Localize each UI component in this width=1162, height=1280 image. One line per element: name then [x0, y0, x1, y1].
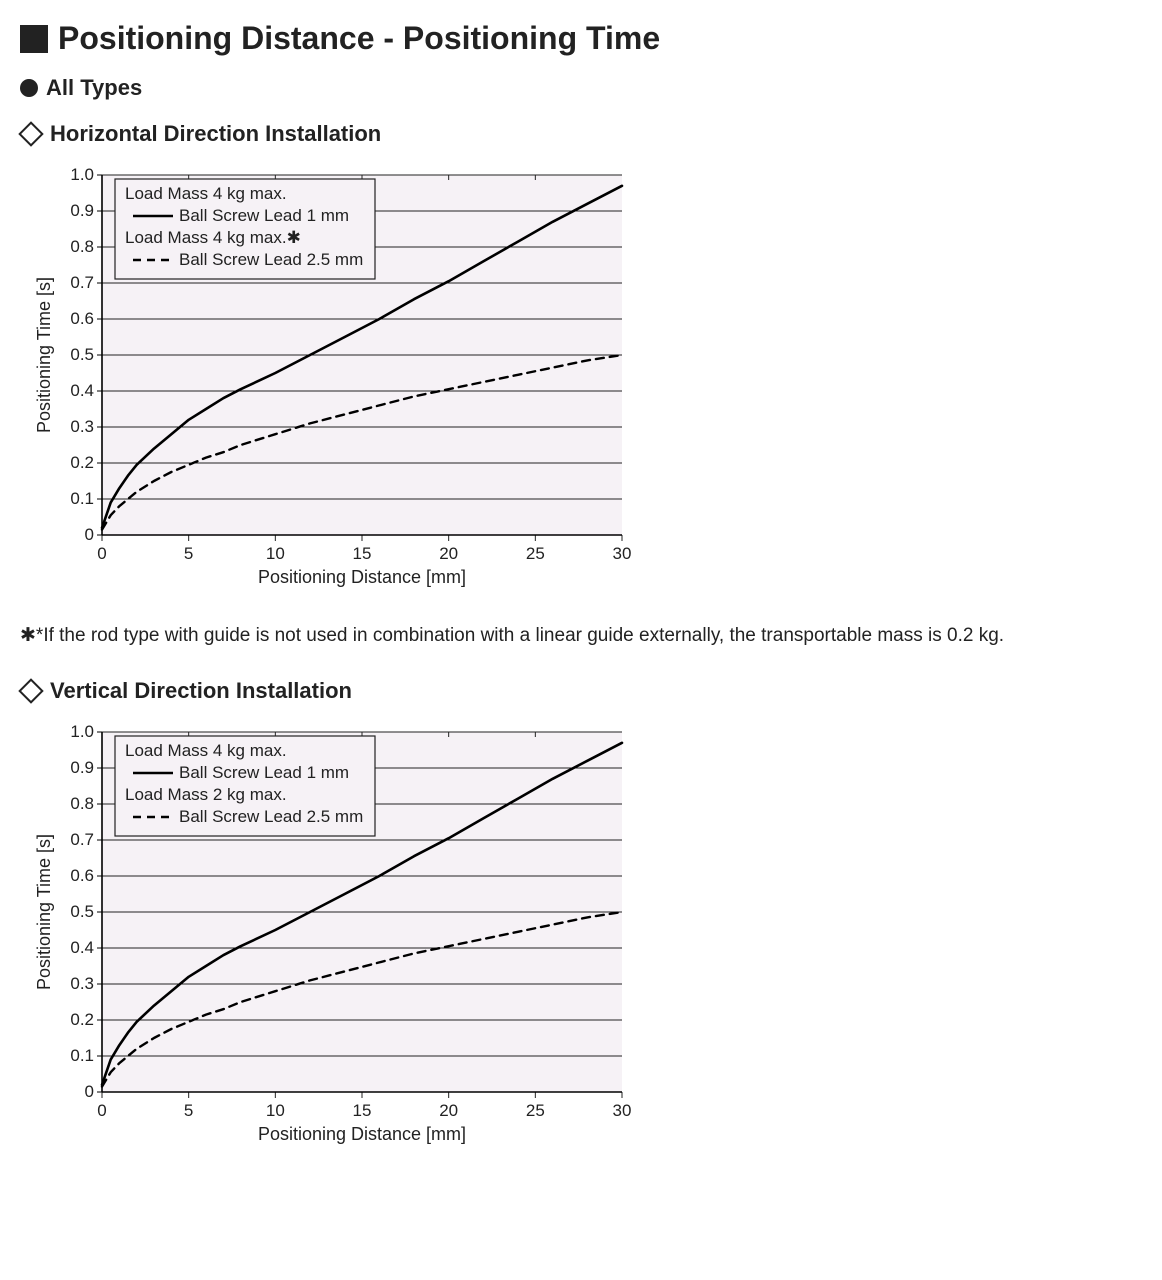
svg-text:Ball Screw Lead 1 mm: Ball Screw Lead 1 mm — [179, 206, 349, 225]
x-tick-label: 25 — [526, 544, 545, 563]
x-tick-label: 5 — [184, 1101, 193, 1120]
y-tick-label: 0.7 — [70, 830, 94, 849]
main-title-row: Positioning Distance - Positioning Time — [20, 20, 1142, 57]
y-tick-label: 0.3 — [70, 417, 94, 436]
x-tick-label: 30 — [613, 1101, 632, 1120]
y-tick-label: 0.5 — [70, 345, 94, 364]
x-tick-label: 25 — [526, 1101, 545, 1120]
svg-text:Load Mass 2 kg max.: Load Mass 2 kg max. — [125, 785, 287, 804]
x-tick-label: 0 — [97, 544, 106, 563]
chart-svg: 0 0.1 0.2 0.3 0.4 0.5 0.6 0.7 0.8 0.9 1.0 0 5 10 15 20 2… — [20, 722, 660, 1162]
diamond-bullet-icon — [18, 678, 43, 703]
y-tick-label: 0.7 — [70, 273, 94, 292]
svg-text:Ball Screw Lead 2.5 mm: Ball Screw Lead 2.5 mm — [179, 250, 363, 269]
chart-heading-vertical: Vertical Direction Installation — [50, 678, 352, 704]
x-tick-label: 0 — [97, 1101, 106, 1120]
x-axis-label: Positioning Distance [mm] — [258, 1124, 466, 1144]
legend: Load Mass 4 kg max. Ball Screw Lead 1 mm L… — [115, 179, 375, 279]
footnote: ✱*If the rod type with guide is not used… — [20, 622, 1142, 650]
y-tick-label: 1.0 — [70, 165, 94, 184]
x-tick-label: 10 — [266, 544, 285, 563]
y-tick-label: 0.4 — [70, 381, 94, 400]
legend: Load Mass 4 kg max. Ball Screw Lead 1 mm L… — [115, 736, 375, 836]
chart-svg: 0 0.1 0.2 0.3 0.4 0.5 0.6 0.7 0.8 0.9 1.0 0 5 10 15 20 2… — [20, 165, 660, 605]
subsection-title: All Types — [46, 75, 142, 101]
main-title: Positioning Distance - Positioning Time — [58, 20, 660, 57]
x-tick-label: 10 — [266, 1101, 285, 1120]
chart-heading-horizontal: Horizontal Direction Installation — [50, 121, 381, 147]
y-tick-label: 0.8 — [70, 237, 94, 256]
chart-heading-row-horizontal: Horizontal Direction Installation — [20, 121, 1142, 147]
chart-vertical: 0 0.1 0.2 0.3 0.4 0.5 0.6 0.7 0.8 0.9 1.0 0 5 10 15 20 2… — [20, 722, 1142, 1167]
y-tick-label: 0.6 — [70, 866, 94, 885]
y-tick-label: 0.3 — [70, 974, 94, 993]
square-bullet-icon — [20, 25, 48, 53]
x-tick-label: 20 — [439, 544, 458, 563]
svg-text:Ball Screw Lead 1 mm: Ball Screw Lead 1 mm — [179, 763, 349, 782]
chart-horizontal: 0 0.1 0.2 0.3 0.4 0.5 0.6 0.7 0.8 0.9 1.0 0 5 10 15 20 2… — [20, 165, 1142, 610]
y-tick-label: 0.1 — [70, 1046, 94, 1065]
svg-text:Load Mass 4 kg max.: Load Mass 4 kg max. — [125, 184, 287, 203]
x-tick-label: 15 — [353, 1101, 372, 1120]
svg-text:Load Mass 4 kg max.: Load Mass 4 kg max. — [125, 741, 287, 760]
x-tick-label: 20 — [439, 1101, 458, 1120]
svg-text:Ball Screw Lead 2.5 mm: Ball Screw Lead 2.5 mm — [179, 807, 363, 826]
diamond-bullet-icon — [18, 121, 43, 146]
x-axis-label: Positioning Distance [mm] — [258, 567, 466, 587]
y-tick-label: 0.1 — [70, 489, 94, 508]
y-tick-label: 0.2 — [70, 453, 94, 472]
x-tick-label: 5 — [184, 544, 193, 563]
y-axis-label: Positioning Time [s] — [34, 834, 54, 990]
y-tick-label: 0.8 — [70, 794, 94, 813]
y-tick-label: 0.2 — [70, 1010, 94, 1029]
y-tick-label: 0.5 — [70, 902, 94, 921]
circle-bullet-icon — [20, 79, 38, 97]
y-tick-label: 0 — [85, 1082, 94, 1101]
y-tick-label: 0.9 — [70, 758, 94, 777]
x-tick-label: 30 — [613, 544, 632, 563]
y-tick-label: 0.9 — [70, 201, 94, 220]
subsection-row: All Types — [20, 75, 1142, 101]
chart-heading-row-vertical: Vertical Direction Installation — [20, 678, 1142, 704]
y-tick-label: 0.6 — [70, 309, 94, 328]
x-tick-label: 15 — [353, 544, 372, 563]
y-tick-label: 0.4 — [70, 938, 94, 957]
y-tick-label: 0 — [85, 525, 94, 544]
y-tick-label: 1.0 — [70, 722, 94, 741]
svg-text:Load Mass 4 kg max.✱: Load Mass 4 kg max.✱ — [125, 228, 301, 247]
y-axis-label: Positioning Time [s] — [34, 277, 54, 433]
